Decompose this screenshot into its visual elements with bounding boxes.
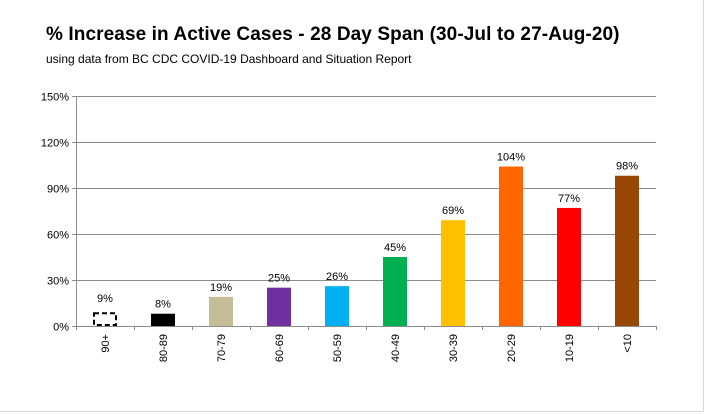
- data-label: 9%: [97, 293, 113, 305]
- x-category-label: 50-59: [332, 334, 344, 362]
- y-tick-label: 30%: [47, 276, 69, 288]
- bar: [209, 296, 233, 326]
- data-label: 98%: [616, 161, 638, 173]
- bar: [615, 175, 639, 326]
- data-label: 26%: [326, 271, 348, 283]
- y-tick-label: 0%: [53, 322, 69, 334]
- data-label: 104%: [497, 152, 525, 164]
- bar: [499, 166, 523, 326]
- x-category-label: <10: [622, 334, 634, 353]
- y-tick-label: 150%: [41, 92, 69, 104]
- data-label: 8%: [155, 299, 171, 311]
- axes: [76, 96, 656, 327]
- x-axis-categories: 90+ 80-89 70-79 60-69 50-59 40-49 30-39 20-29 10…: [76, 326, 657, 362]
- bar: [557, 207, 581, 326]
- x-category-label: 30-39: [448, 334, 460, 362]
- x-category-label: 80-89: [158, 334, 170, 362]
- bar: [93, 312, 117, 327]
- data-label: 45%: [384, 242, 406, 254]
- bar: [151, 313, 175, 326]
- y-tick-label: 60%: [47, 230, 69, 242]
- data-label: 69%: [442, 205, 464, 217]
- bar: [383, 257, 407, 326]
- x-category-label: 40-49: [390, 334, 402, 362]
- x-category-label: 20-29: [506, 334, 518, 362]
- bar: [325, 286, 349, 326]
- x-category-label: 60-69: [274, 334, 286, 362]
- x-category-label: 70-79: [216, 334, 228, 362]
- bars: [93, 166, 639, 327]
- bar: [441, 220, 465, 326]
- x-category-label: 10-19: [564, 334, 576, 362]
- chart-title: % Increase in Active Cases - 28 Day Span…: [46, 24, 620, 45]
- y-axis-ticks: 0% 30% 60% 90% 120% 150%: [41, 92, 76, 334]
- data-label: 77%: [558, 193, 580, 205]
- data-label: 25%: [268, 273, 290, 285]
- y-tick-label: 120%: [41, 138, 69, 150]
- data-labels: 9% 8% 19% 25% 26% 45% 69% 104% 77% 98%: [97, 152, 638, 311]
- y-tick-label: 90%: [47, 184, 69, 196]
- bar: [267, 287, 291, 326]
- data-label: 19%: [210, 282, 232, 294]
- chart-subtitle: using data from BC CDC COVID-19 Dashboar…: [46, 52, 412, 66]
- x-category-label: 90+: [100, 334, 112, 353]
